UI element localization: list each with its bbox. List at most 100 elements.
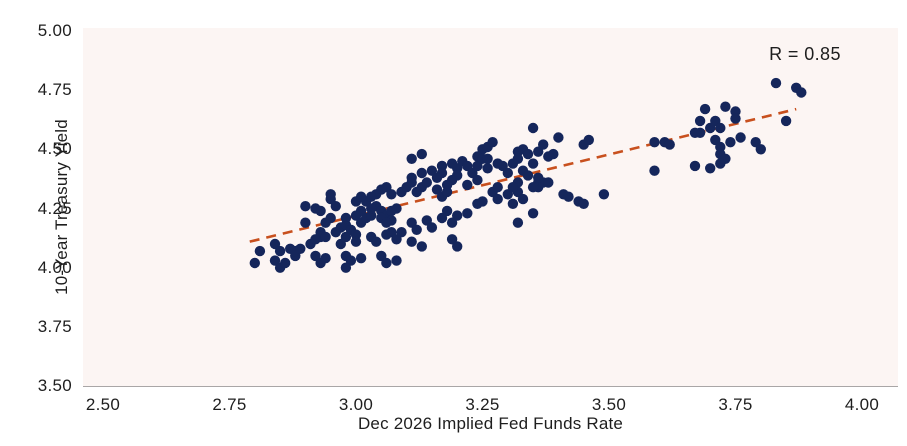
data-point [441,179,453,191]
data-point [426,222,438,233]
data-point [533,172,544,183]
data-point [325,212,336,224]
data-point [391,234,402,245]
data-point [796,87,807,98]
data-point [416,167,427,179]
data-point [462,208,473,219]
data-point [578,198,589,209]
data-point [527,158,539,169]
data-point [452,241,463,252]
data-point [350,236,362,247]
data-point [381,217,392,228]
y-tick-label: 5.00 [37,21,72,40]
data-point [598,189,610,200]
x-tick-label: 3.00 [338,395,374,414]
data-point [507,198,519,209]
data-point [699,103,711,115]
x-tick-label: 3.25 [465,395,500,414]
y-tick-label: 3.75 [37,316,72,336]
x-tick-label: 2.75 [212,395,247,414]
y-tick-label: 4.75 [37,80,72,100]
data-point [780,115,792,127]
data-point [543,177,554,188]
y-tick-label: 4.50 [37,139,72,159]
x-tick-label: 4.00 [844,395,880,414]
data-point [381,257,392,269]
data-point [371,236,382,247]
data-point [477,196,488,207]
data-point [366,191,377,202]
data-point [355,205,367,217]
data-point [502,167,513,179]
data-point [507,182,519,193]
data-point [391,203,402,214]
data-point [315,205,326,217]
data-point [689,127,701,138]
data-point [452,210,463,221]
data-point [527,122,539,134]
data-point [355,191,367,202]
data-point [416,148,427,160]
data-point [649,137,660,148]
data-point [689,160,701,172]
x-axis-title: Dec 2026 Implied Fed Funds Rate [357,414,624,433]
data-point [538,139,549,150]
data-point [366,203,377,214]
data-point [735,132,746,143]
data-point [462,179,473,191]
data-point [755,144,766,155]
data-point [406,236,417,247]
data-point [548,148,559,160]
data-point [725,137,736,148]
data-point [715,158,726,169]
data-point [406,153,417,164]
data-point [527,182,539,193]
data-point [335,238,346,250]
data-point [482,153,493,164]
data-point [421,177,432,188]
data-point [517,193,529,205]
data-point [694,115,706,127]
data-point [355,253,367,264]
data-point [705,122,716,134]
data-point [300,201,311,212]
data-point [472,174,483,186]
x-tick-label: 2.50 [85,395,121,414]
data-point [482,163,493,174]
data-point [705,163,716,174]
y-tick-label: 4.25 [37,198,72,218]
data-point [583,134,594,146]
x-tick-label: 3.50 [591,395,627,414]
data-point [325,189,336,200]
data-point [512,217,524,228]
data-point [280,257,291,269]
plot-area: R = 0.85 [83,28,898,387]
data-point [441,205,453,217]
data-point [411,186,422,198]
data-point [664,139,675,150]
data-point [715,122,726,134]
data-point [492,193,503,205]
data-point [487,137,498,148]
data-point [320,231,331,243]
scatter-points-layer [249,77,807,273]
x-tick-label: 3.75 [718,395,753,414]
data-point [330,201,341,212]
data-point [522,148,534,160]
data-point [512,153,524,164]
data-point [431,172,443,183]
data-point [340,262,352,273]
correlation-annotation: R = 0.85 [769,44,841,64]
data-point [274,245,286,257]
data-point [720,101,731,112]
y-tick-label: 3.50 [37,376,72,396]
data-point [406,172,417,183]
data-point [254,245,266,257]
data-point [527,208,539,219]
data-point [492,182,503,193]
data-point [340,212,352,224]
data-point [295,243,306,254]
data-point [730,113,741,124]
data-point [249,257,260,269]
